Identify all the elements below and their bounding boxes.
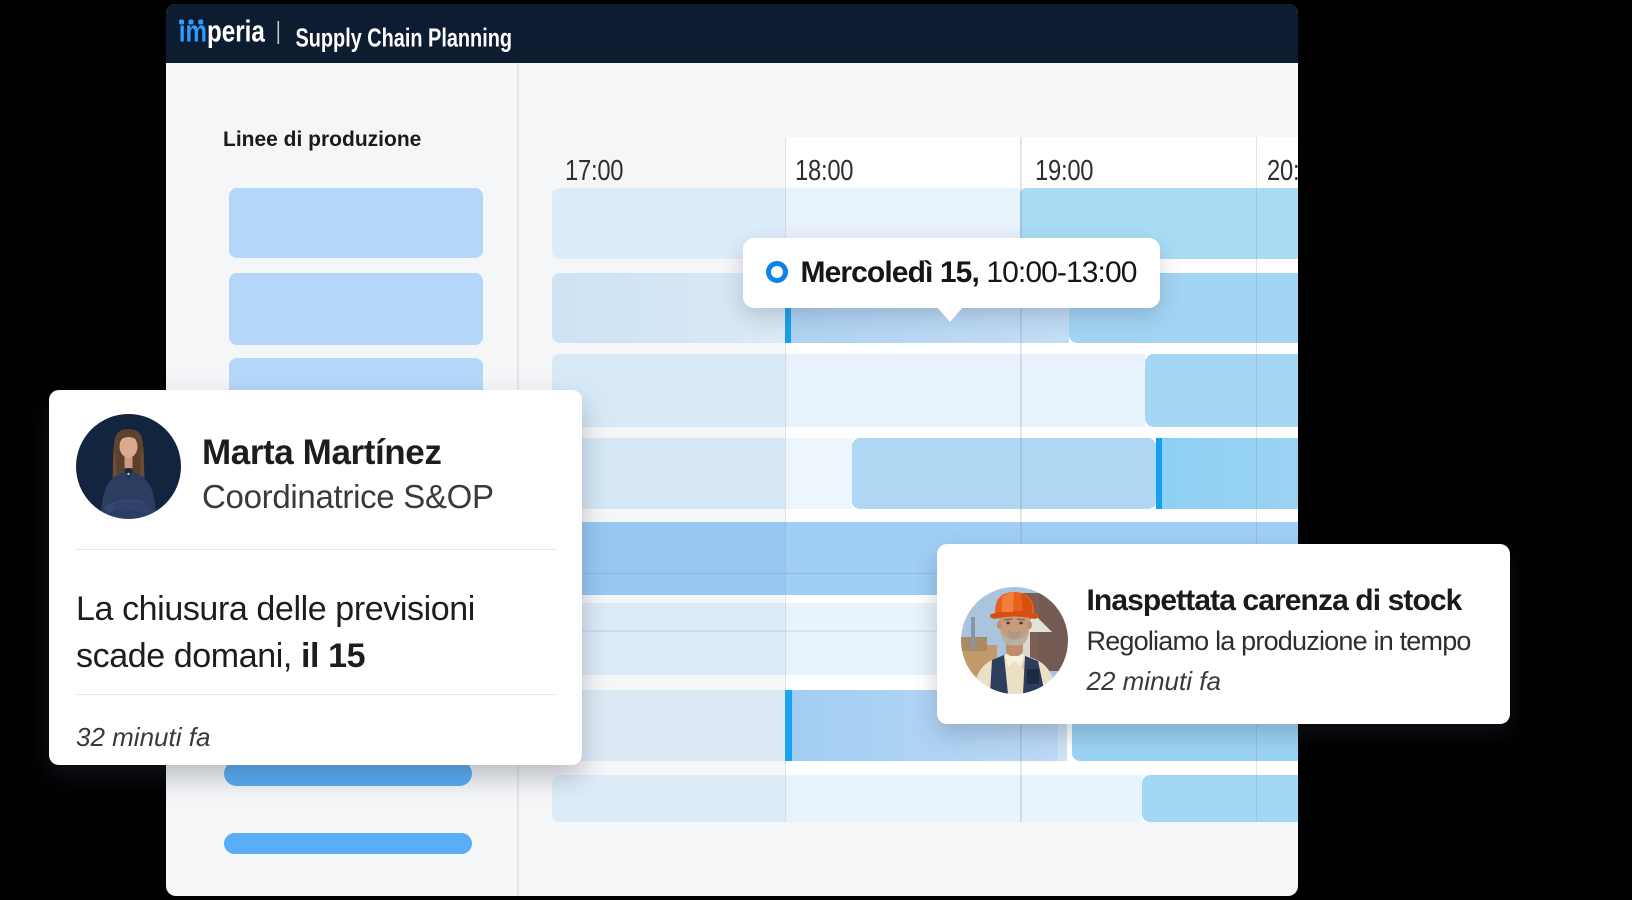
svg-text:ımperia: ımperia — [178, 13, 264, 48]
svg-text:Supply Chain Planning: Supply Chain Planning — [295, 23, 512, 52]
